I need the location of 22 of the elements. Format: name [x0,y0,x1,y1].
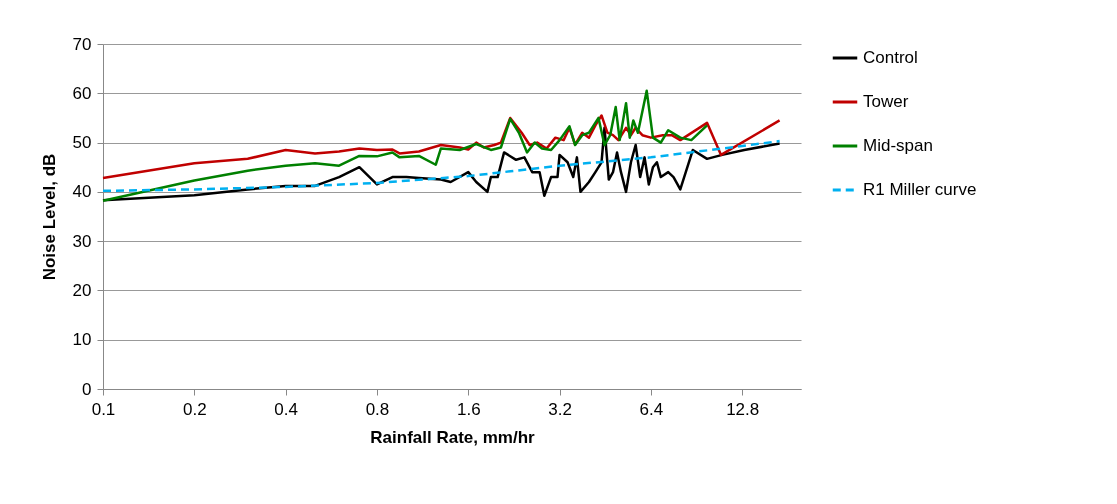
x-tick-label: 0.2 [182,399,207,419]
y-tick-label: 50 [72,133,92,153]
legend-label: Tower [863,92,909,111]
y-tick-label: 20 [72,280,92,300]
y-axis-title: Noise Level, dB [39,153,59,281]
legend-label: Control [863,48,918,67]
x-axis-title: Rainfall Rate, mm/hr [370,427,536,447]
y-tick-label: 40 [72,182,92,202]
x-tick-label: 1.6 [456,399,481,419]
y-tick-label: 30 [72,231,92,251]
x-tick-label: 0.8 [365,399,390,419]
y-tick-label: 70 [72,34,92,54]
x-tick-label: 0.4 [274,399,298,419]
x-tick-label: 6.4 [639,399,664,419]
legend-label: R1 Miller curve [863,180,977,199]
legend-label: Mid-span [863,136,933,155]
y-tick-label: 0 [82,379,92,399]
y-tick-label: 60 [72,83,92,103]
x-tick-label: 3.2 [548,399,572,419]
y-tick-label: 10 [72,330,92,350]
x-tick-label: 0.1 [91,399,116,419]
x-tick-label: 12.8 [726,399,760,419]
